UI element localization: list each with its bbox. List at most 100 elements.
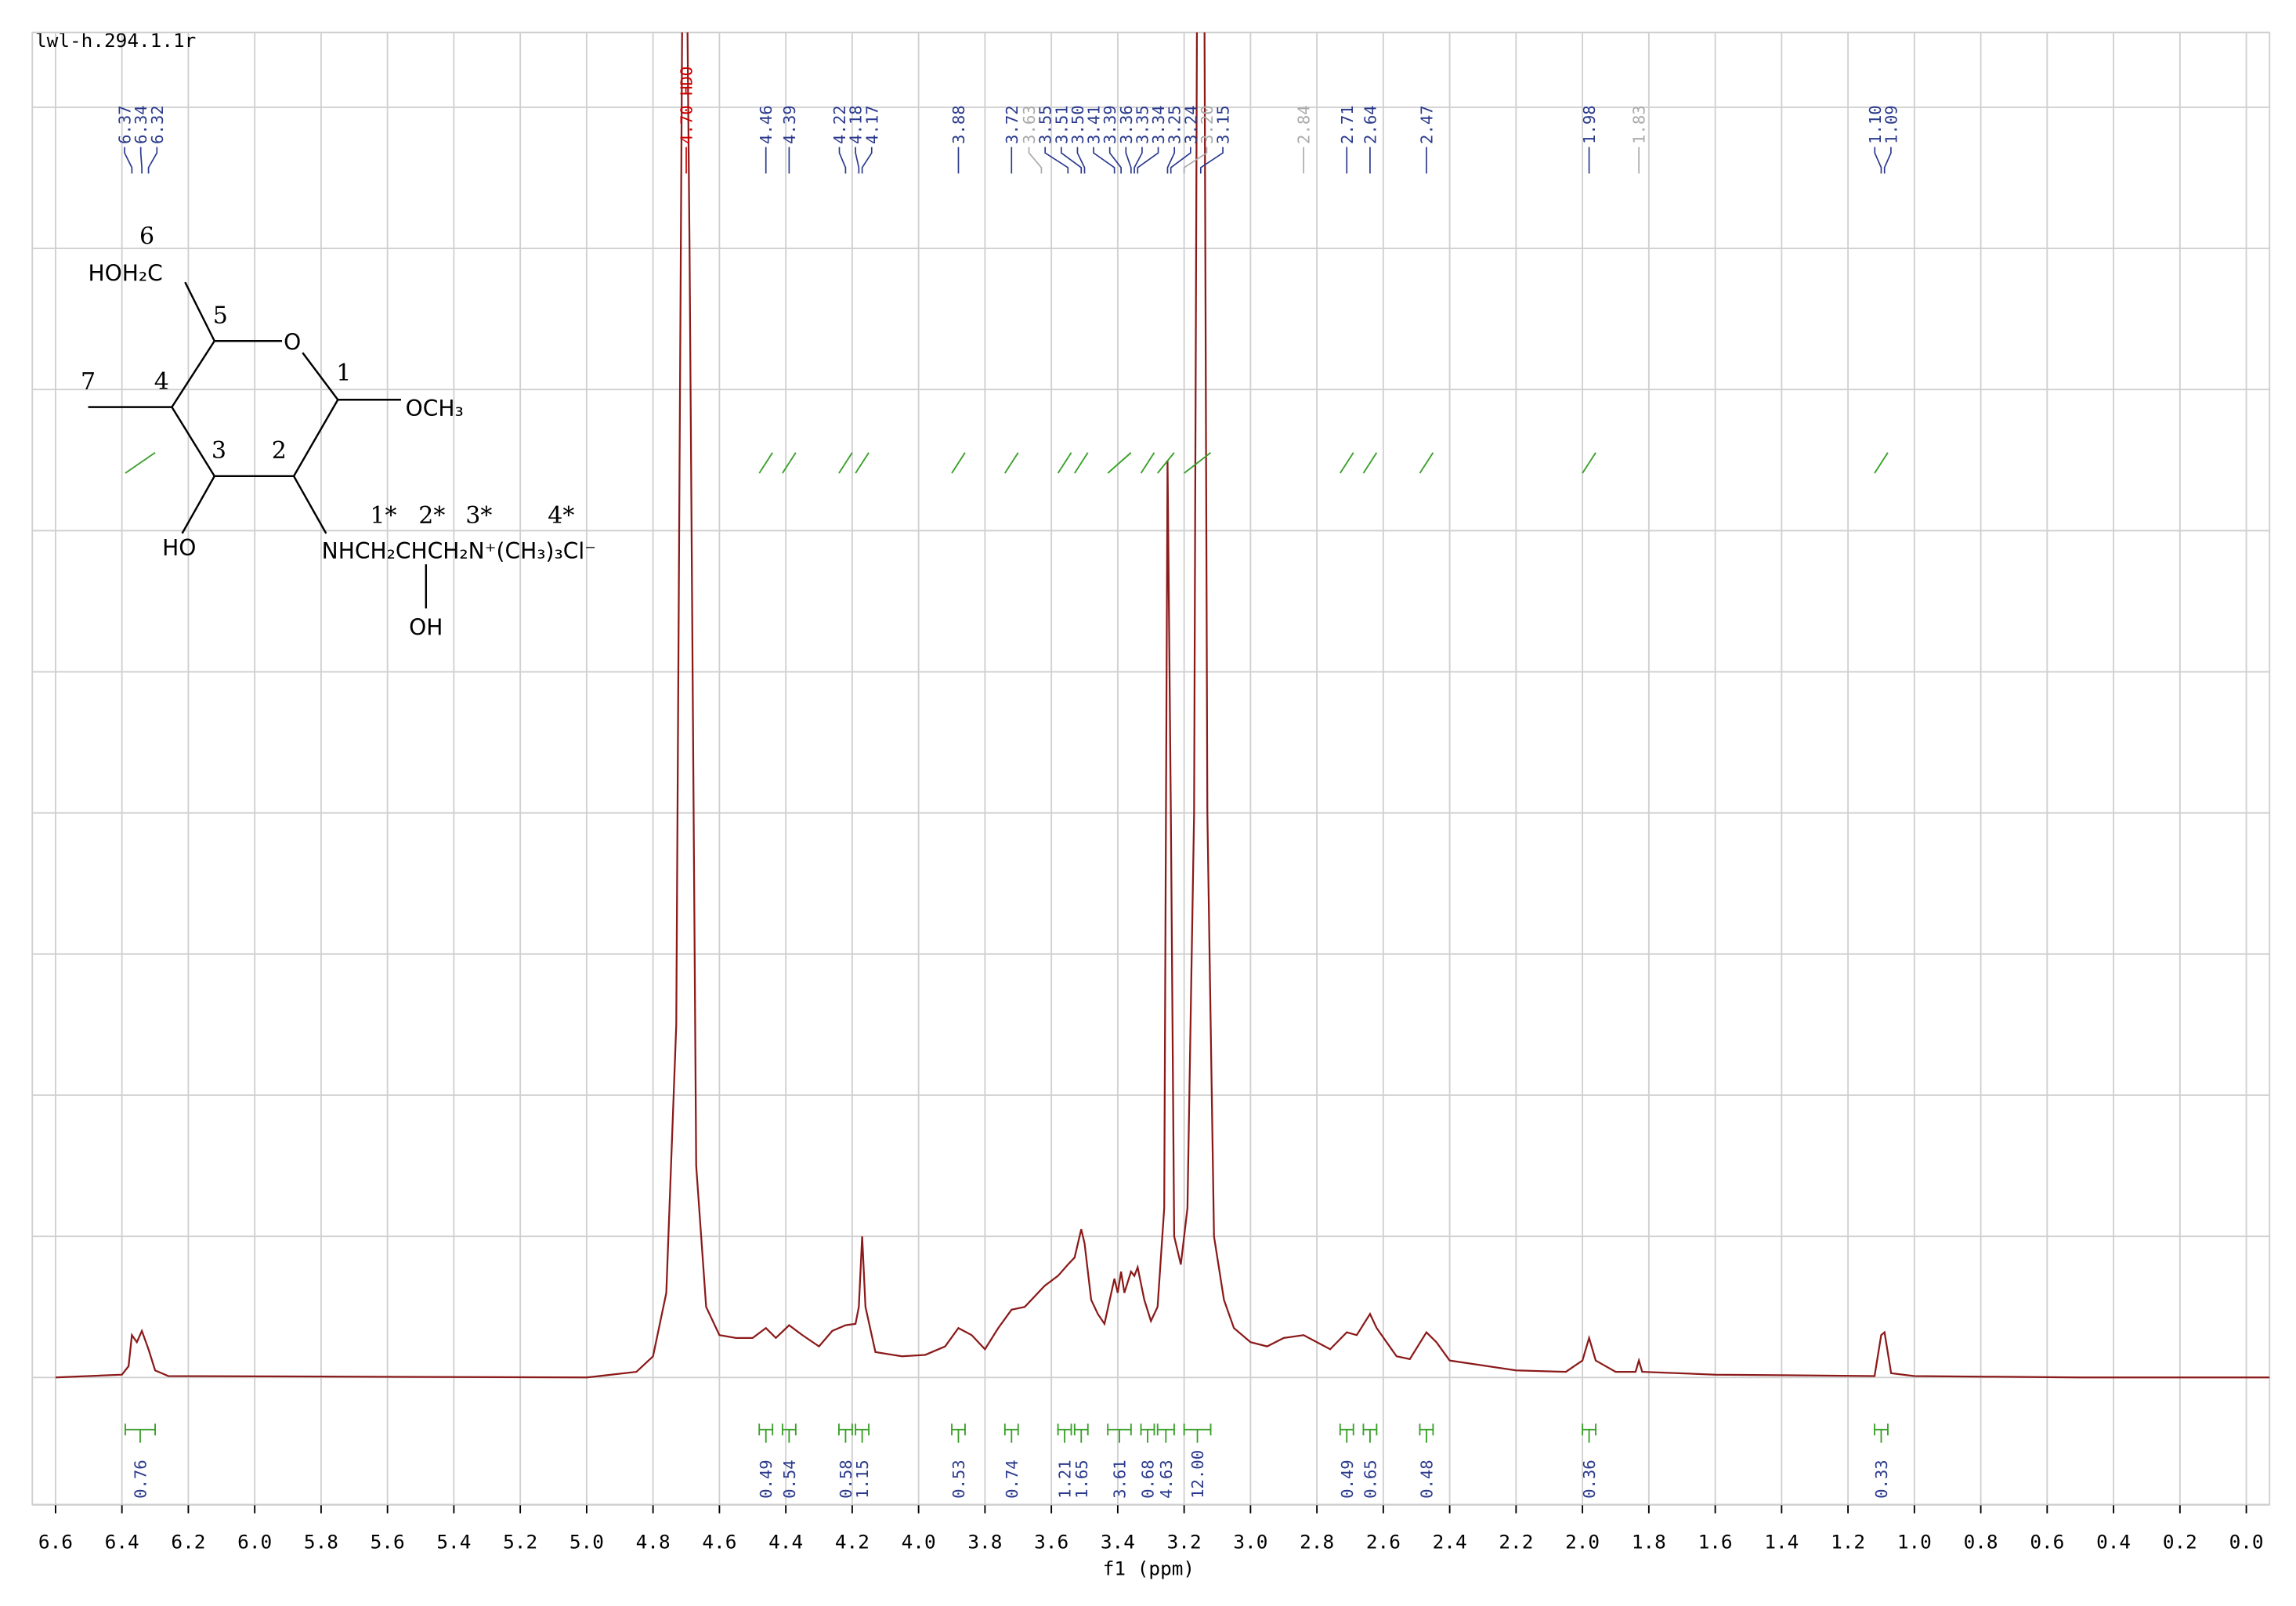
peak-marker: [139, 146, 143, 174]
integral-curve: [855, 452, 870, 474]
integral-curve: [1582, 452, 1596, 474]
peak-label: 3.88: [949, 105, 968, 144]
peak-marker: [855, 146, 860, 174]
integral-label: 3.61: [1110, 1460, 1129, 1499]
x-tick-label: 4.4: [768, 1531, 803, 1554]
x-tick-label: 2.0: [1565, 1531, 1600, 1554]
integral-label: 4.63: [1157, 1460, 1176, 1499]
peak-label: 3.25: [1166, 105, 1184, 144]
peak-marker: [1170, 146, 1191, 174]
integral-label: 0.74: [1003, 1460, 1021, 1499]
peak-label: 1.09: [1882, 105, 1900, 144]
x-tick-label: 6.6: [38, 1531, 73, 1554]
peak-label: 6.37: [116, 105, 135, 144]
structure-label: 1*: [370, 502, 396, 530]
integral-label: 0.76: [131, 1460, 150, 1499]
peak-label: 2.84: [1295, 105, 1314, 144]
peak-label: 3.20: [1198, 105, 1217, 144]
peak-label: 3.55: [1036, 105, 1055, 144]
peak-label: 6.32: [148, 105, 167, 144]
x-tick-label: 3.6: [1034, 1531, 1068, 1554]
x-tick-label: 2.6: [1366, 1531, 1401, 1554]
peak-marker: [1137, 146, 1159, 174]
x-tick-label: 5.0: [569, 1531, 604, 1554]
integral-curve: [1107, 452, 1132, 474]
peak-label: 1.10: [1866, 105, 1885, 144]
structure-label: 5: [213, 302, 228, 330]
peak-label: 4.39: [780, 105, 799, 144]
structure-label: 4: [154, 368, 169, 396]
x-tick-label: 6.0: [237, 1531, 272, 1554]
structure-label: 2*: [418, 502, 445, 530]
x-tick-label: 6.2: [171, 1531, 205, 1554]
x-tick-label: 5.8: [304, 1531, 338, 1554]
x-tick-label: 3.0: [1233, 1531, 1267, 1554]
integral-label: 0.54: [780, 1460, 799, 1499]
x-tick-label: 2.4: [1433, 1531, 1467, 1554]
integral-curve: [1074, 452, 1089, 474]
structure-label: HO: [162, 535, 196, 561]
structure-label: 3*: [465, 502, 492, 530]
x-axis-label: f1 (ppm): [1103, 1557, 1195, 1579]
x-tick-label: 3.2: [1167, 1531, 1202, 1554]
integral-curve: [1874, 452, 1889, 474]
integral-curve: [1140, 452, 1155, 474]
integral-curve: [1362, 452, 1378, 474]
x-tick-label: 4.2: [835, 1531, 870, 1554]
peak-marker: [1874, 146, 1882, 174]
structure: [88, 281, 428, 609]
integral-curve: [838, 452, 853, 474]
spectrum-line: [55, 32, 2270, 1379]
integral-curve: [1339, 452, 1354, 474]
x-tick-label: 1.6: [1698, 1531, 1733, 1554]
structure-label: NHCH₂CHCH₂N⁺(CH₃)₃Cl⁻: [322, 538, 596, 564]
integral-curve: [1184, 452, 1212, 474]
peak-label: 6.34: [132, 105, 150, 144]
peak-marker: [1166, 146, 1176, 174]
peak-marker: [1044, 146, 1069, 174]
peak-marker: [1028, 146, 1043, 174]
peak-label: 2.47: [1417, 105, 1436, 144]
peak-marker: [124, 146, 133, 174]
structure-label: O: [284, 329, 301, 355]
peak-marker: [1108, 146, 1122, 174]
peak-label: 4.18: [847, 105, 866, 144]
integral-label: 1.15: [853, 1460, 872, 1499]
peak-marker: [1093, 146, 1115, 174]
x-tick-label: 1.4: [1764, 1531, 1799, 1554]
integral-curve: [1156, 452, 1175, 474]
peak-marker: [1199, 146, 1224, 174]
integral-label: 0.33: [1872, 1460, 1891, 1499]
peak-label: 3.39: [1101, 105, 1119, 144]
peak-label: 2.64: [1361, 105, 1379, 144]
integral-label: 0.36: [1580, 1460, 1599, 1499]
peak-label: 3.15: [1214, 105, 1233, 144]
integral-label: 12.00: [1188, 1450, 1207, 1499]
peak-marker: [838, 146, 847, 174]
integral-label: 0.58: [837, 1460, 855, 1499]
x-tick-label: 4.0: [902, 1531, 936, 1554]
x-tick-label: 4.6: [702, 1531, 736, 1554]
peak-marker: [861, 146, 873, 174]
integral-label: 0.65: [1361, 1460, 1379, 1499]
peak-marker: [147, 146, 158, 174]
x-tick-label: 3.4: [1101, 1531, 1135, 1554]
peak-label: 3.72: [1003, 105, 1021, 144]
x-tick-label: 1.8: [1632, 1531, 1666, 1554]
peak-marker: [1883, 146, 1892, 174]
x-tick-label: 5.4: [436, 1531, 471, 1554]
integral-label: 0.48: [1417, 1460, 1436, 1499]
structure-label: OH: [409, 614, 443, 640]
peak-marker: [1183, 146, 1208, 174]
peak-marker: [1134, 146, 1143, 174]
x-tick-label: 0.6: [2030, 1531, 2064, 1554]
peak-label: 1.83: [1630, 105, 1649, 144]
x-tick-label: 0.0: [2229, 1531, 2264, 1554]
integral-curve: [125, 451, 156, 474]
x-tick-label: 0.8: [1964, 1531, 1998, 1554]
x-tick-label: 1.2: [1831, 1531, 1865, 1554]
integral-curve: [782, 452, 797, 474]
x-tick-label: 3.8: [967, 1531, 1002, 1554]
